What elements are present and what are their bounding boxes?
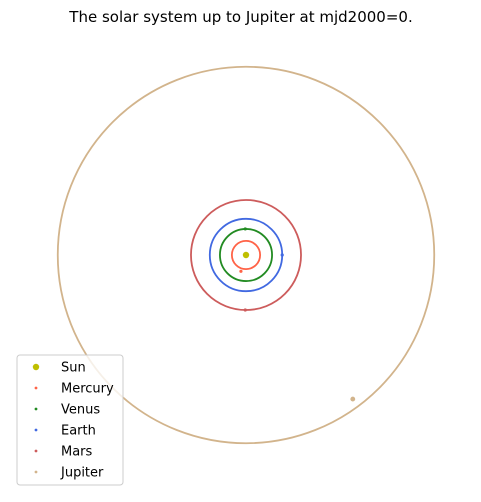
earth-point (280, 253, 284, 257)
mercury-orbit (230, 239, 262, 271)
legend-marker-mercury (34, 386, 38, 390)
legend-label-mercury: Mercury (61, 382, 114, 397)
legend-label-sun: Sun (61, 361, 86, 376)
venus-point (243, 227, 247, 231)
legend: Sun Mercury Venus Earth Mars Jupiter (16, 354, 124, 486)
mars-point (243, 308, 247, 312)
legend-frame (16, 354, 124, 486)
legend-label-earth: Earth (61, 424, 96, 439)
legend-marker-jupiter (34, 470, 38, 474)
jupiter-orbit (56, 65, 436, 445)
legend-marker-venus (34, 407, 38, 411)
legend-label-venus: Venus (61, 403, 100, 418)
chart-title: The solar system up to Jupiter at mjd200… (68, 8, 412, 26)
legend-label-jupiter: Jupiter (60, 466, 104, 481)
legend-marker-mars (34, 449, 38, 453)
legend-label-mars: Mars (61, 445, 93, 460)
plot-area (56, 65, 436, 445)
legend-marker-sun (32, 363, 40, 371)
sun-point (242, 251, 250, 259)
mercury-point (239, 269, 243, 273)
jupiter-point (350, 396, 356, 402)
legend-marker-earth (34, 428, 38, 432)
